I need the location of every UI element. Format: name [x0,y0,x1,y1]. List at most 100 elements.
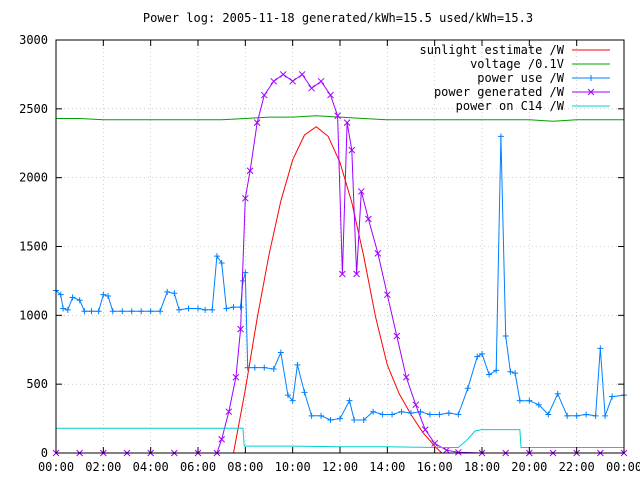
data-point [318,412,325,419]
data-point [597,345,604,352]
data-point [497,133,504,140]
data-point [602,412,609,419]
series-line [56,73,624,454]
data-point [445,410,452,417]
data-point [171,290,178,297]
data-point [609,393,616,400]
data-point [389,411,396,418]
data-point [60,305,67,312]
data-point [100,291,107,298]
series-line [56,115,624,122]
series-line [56,427,624,448]
y-tick-label: 2500 [19,102,48,116]
x-tick-label: 00:00 [606,460,640,474]
data-point [455,411,462,418]
legend-marker [588,75,594,81]
data-point [57,291,64,298]
x-tick-label: 16:00 [417,460,453,474]
data-point [241,194,249,202]
data-point [298,71,306,78]
data-point [379,411,386,418]
data-point [370,408,377,415]
data-point [209,306,216,313]
data-point [232,373,240,381]
legend-label: power use /W [477,71,564,85]
y-tick-label: 1500 [19,240,48,254]
x-tick-label: 06:00 [180,460,216,474]
data-point [357,188,365,195]
data-point [545,411,552,418]
legend-label: voltage /0.1V [470,57,564,71]
data-point [327,416,334,423]
data-point [88,308,95,315]
data-point [526,397,533,404]
x-tick-label: 10:00 [275,460,311,474]
data-point [246,167,254,175]
x-tick-label: 22:00 [559,460,595,474]
data-point [443,446,450,454]
data-point [516,397,523,404]
data-point [176,306,183,313]
data-point [109,308,116,315]
data-point [270,366,277,373]
data-point [284,392,291,399]
y-tick-label: 0 [41,446,48,460]
data-point [507,368,514,375]
data-point [225,408,233,416]
legend-label: power generated /W [434,85,565,99]
legend-label: power on C14 /W [456,99,565,113]
data-point [251,364,258,371]
data-point [119,308,126,315]
data-point [317,77,325,85]
data-point [277,349,284,356]
series-line [233,126,443,454]
data-point [76,297,83,304]
data-point [164,288,171,295]
series-4 [52,71,628,457]
data-point [365,215,372,223]
data-point [301,389,308,396]
y-tick-label: 500 [26,377,48,391]
x-tick-label: 20:00 [511,460,547,474]
data-point [223,305,230,312]
y-tick-label: 2000 [19,171,48,185]
data-point [360,416,367,423]
data-point [486,371,493,378]
data-point [343,119,351,126]
legend-label: sunlight estimate /W [420,43,565,57]
data-point [105,293,112,300]
y-tick-label: 1000 [19,308,48,322]
data-point [393,332,401,340]
x-tick-label: 14:00 [369,460,405,474]
data-point [95,308,102,315]
data-point [157,308,164,315]
data-point [554,390,561,397]
data-point [502,332,509,339]
data-point [564,412,571,419]
data-point [479,350,485,357]
data-point [383,291,391,299]
x-tick-label: 04:00 [133,460,169,474]
data-point [351,416,358,423]
data-point [426,411,433,418]
series-2 [56,115,624,122]
x-tick-label: 18:00 [464,460,500,474]
x-tick-label: 12:00 [322,460,358,474]
data-point [421,426,429,433]
data-point [242,269,249,276]
data-point [464,385,471,392]
data-point [353,270,360,278]
data-point [308,412,315,419]
data-point [289,397,296,404]
data-point [339,270,346,278]
data-point [147,308,154,315]
data-point [239,277,246,284]
data-point [337,415,343,422]
data-point [346,397,353,404]
data-point [185,305,192,312]
series-1 [233,126,443,454]
data-point [512,370,519,377]
data-point [308,84,315,92]
